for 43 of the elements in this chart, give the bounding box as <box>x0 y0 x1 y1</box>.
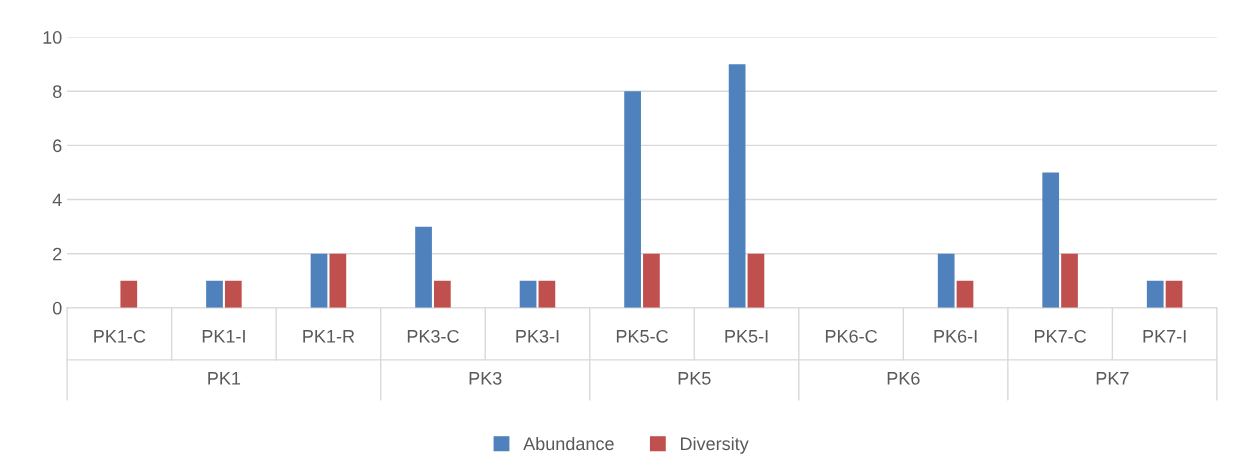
x-tick-label: PK7-C <box>1035 329 1087 343</box>
y-tick-label: 2 <box>53 247 62 261</box>
y-tick-label: 0 <box>52 301 62 315</box>
text: PK3 <box>469 371 502 385</box>
legend-label: Diversity <box>681 436 749 454</box>
text: PK1 <box>208 372 241 385</box>
bar <box>224 280 242 308</box>
y-tick-label: 6 <box>53 139 62 153</box>
bar <box>538 280 556 308</box>
bar <box>1165 280 1183 308</box>
bar <box>329 253 347 308</box>
x-tick-label: PK5-C <box>616 329 668 343</box>
bar <box>937 253 955 308</box>
x-tick-label: PK1-R <box>303 330 355 343</box>
bar <box>519 280 537 308</box>
x-tick-label: PK7-I <box>1143 330 1186 343</box>
text: PK7 <box>1096 372 1129 385</box>
bar <box>956 280 974 308</box>
bar <box>728 64 746 308</box>
x-tick-label: PK1-I <box>202 330 245 343</box>
bar <box>624 91 641 308</box>
y-tick-label: 4 <box>52 193 62 207</box>
x-tick-label: PK6-I <box>934 329 977 343</box>
bar <box>1042 172 1060 308</box>
bar <box>206 280 223 308</box>
bar <box>310 253 328 308</box>
y-tick-label: 8 <box>53 85 62 98</box>
bar <box>643 253 660 308</box>
x-tick-label: PK3-C <box>407 329 459 343</box>
legend-label: Abundance <box>523 436 614 451</box>
bar <box>415 226 432 308</box>
bar <box>434 280 451 308</box>
y-tick-label: 10 <box>43 31 62 44</box>
text: PK6 <box>887 371 920 385</box>
x-tick-label: PK5-I <box>725 330 768 343</box>
bar <box>1146 280 1164 308</box>
bar <box>1061 253 1078 308</box>
text: PK5 <box>678 372 711 385</box>
x-tick-label: PK6-C <box>825 329 877 343</box>
bar <box>747 253 765 308</box>
x-tick-label: PK1-C <box>94 329 146 343</box>
x-tick-label: PK3-I <box>516 329 559 343</box>
bar <box>120 280 138 308</box>
